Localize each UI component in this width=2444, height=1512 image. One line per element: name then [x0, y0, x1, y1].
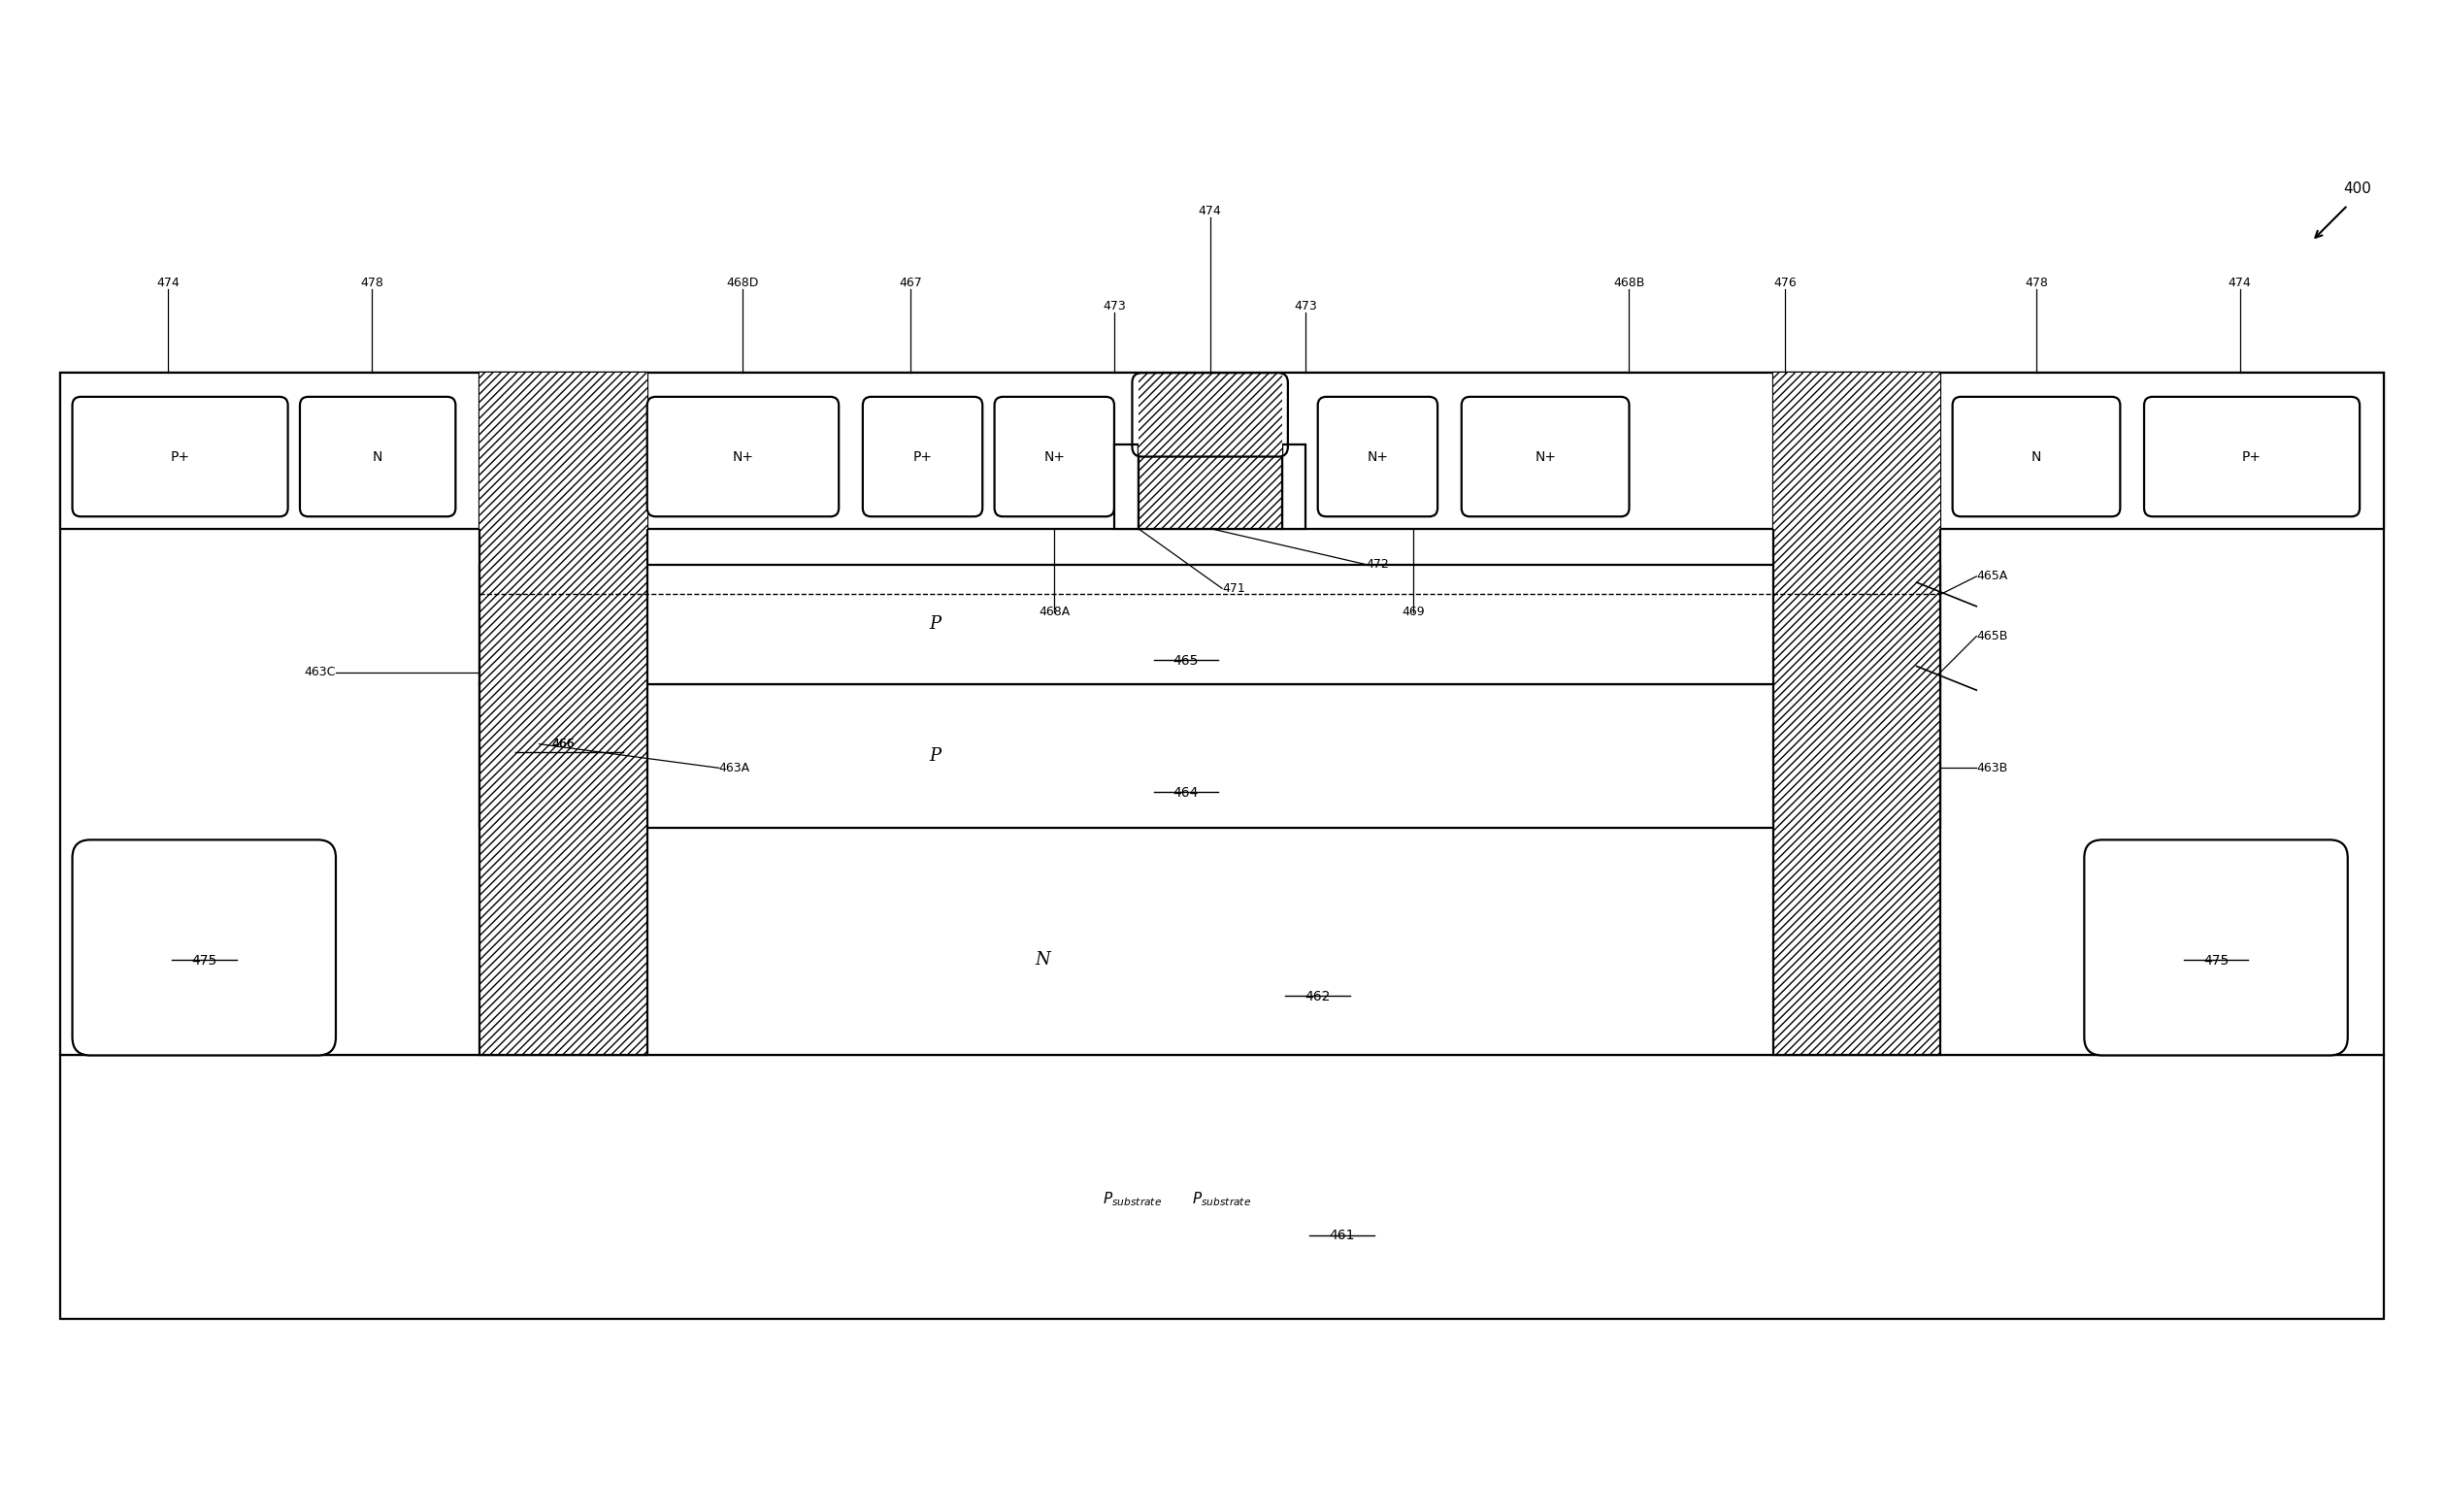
Text: 478: 478	[359, 277, 384, 289]
Text: 464: 464	[1173, 786, 1200, 800]
Bar	[61, 373, 2383, 529]
FancyBboxPatch shape	[1953, 396, 2121, 517]
Bar	[1139, 445, 1283, 529]
Bar	[1139, 445, 1283, 529]
Text: N: N	[1034, 951, 1051, 968]
Text: N+: N+	[1366, 451, 1388, 464]
FancyBboxPatch shape	[1462, 396, 1630, 517]
Text: 474: 474	[156, 277, 181, 289]
Bar	[1772, 373, 1941, 1055]
Text: 468A: 468A	[1039, 606, 1070, 618]
Text: 466: 466	[552, 738, 574, 750]
Bar	[1772, 373, 1941, 1055]
Text: N+: N+	[733, 451, 753, 464]
Text: 474: 474	[1198, 204, 1222, 218]
Text: 474: 474	[2229, 277, 2251, 289]
Text: 463A: 463A	[719, 762, 750, 774]
Text: 465A: 465A	[1977, 570, 2009, 582]
Text: 471: 471	[1222, 582, 1244, 594]
Text: 468D: 468D	[726, 277, 760, 289]
Bar	[1283, 445, 1305, 529]
FancyBboxPatch shape	[2143, 396, 2361, 517]
Text: 465: 465	[1173, 655, 1200, 668]
Text: 463B: 463B	[1977, 762, 2009, 774]
Text: $\mathit{P}_{substrate}$: $\mathit{P}_{substrate}$	[1193, 1190, 1251, 1208]
FancyBboxPatch shape	[995, 396, 1114, 517]
Text: P: P	[929, 747, 941, 765]
Text: 475: 475	[2202, 954, 2229, 968]
Text: 478: 478	[2024, 277, 2048, 289]
Bar	[479, 564, 1941, 683]
FancyBboxPatch shape	[2085, 839, 2349, 1055]
Text: 469: 469	[1403, 606, 1425, 618]
Bar	[479, 373, 648, 1055]
Text: P+: P+	[2241, 451, 2261, 464]
Text: 473: 473	[1295, 301, 1317, 313]
FancyBboxPatch shape	[863, 396, 982, 517]
Text: 473: 473	[1102, 301, 1127, 313]
Text: N: N	[371, 451, 384, 464]
Text: 400: 400	[2344, 181, 2371, 197]
Text: N: N	[2031, 451, 2041, 464]
Text: 468B: 468B	[1613, 277, 1645, 289]
Text: 461: 461	[1330, 1229, 1354, 1243]
Bar	[1139, 373, 1283, 457]
Text: P+: P+	[914, 451, 931, 464]
Text: P: P	[929, 615, 941, 634]
Text: P+: P+	[171, 451, 191, 464]
Text: 465B: 465B	[1977, 631, 2009, 643]
Text: 475: 475	[191, 954, 218, 968]
Text: 466: 466	[552, 738, 574, 750]
Text: 463C: 463C	[306, 665, 335, 679]
FancyBboxPatch shape	[1317, 396, 1437, 517]
Bar	[1772, 373, 1941, 529]
Text: N+: N+	[1044, 451, 1066, 464]
Bar	[1114, 445, 1139, 529]
FancyBboxPatch shape	[73, 839, 335, 1055]
FancyBboxPatch shape	[648, 396, 838, 517]
Bar	[479, 373, 648, 529]
Text: 472: 472	[1366, 558, 1388, 570]
FancyBboxPatch shape	[73, 396, 288, 517]
Text: N+: N+	[1535, 451, 1557, 464]
Bar	[479, 683, 1941, 829]
Text: 462: 462	[1305, 989, 1330, 1002]
Text: $\it{P}_{substrate}$: $\it{P}_{substrate}$	[1102, 1190, 1163, 1208]
FancyBboxPatch shape	[301, 396, 455, 517]
Bar	[479, 373, 648, 1055]
Bar	[61, 1055, 2383, 1318]
Bar	[61, 373, 2383, 1055]
Text: 476: 476	[1774, 277, 1796, 289]
Text: 467: 467	[899, 277, 921, 289]
